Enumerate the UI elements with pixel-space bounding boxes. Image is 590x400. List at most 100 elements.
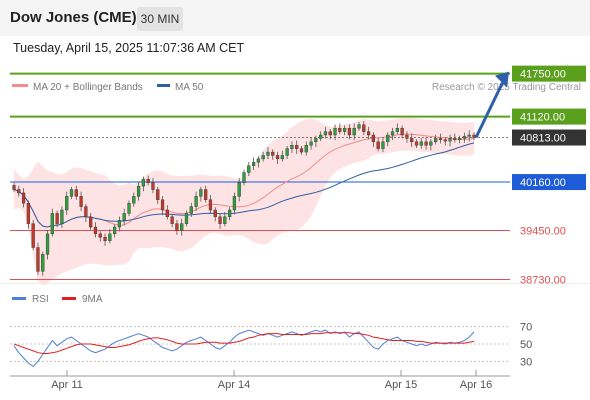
level-label: 40813.00: [520, 133, 566, 145]
instrument-title: Dow Jones (CME): [10, 9, 137, 26]
candle: [347, 127, 352, 136]
rsi-level-label: 70: [520, 322, 532, 334]
candle: [467, 134, 471, 137]
candle: [371, 134, 375, 143]
candle: [31, 223, 35, 248]
ma20-legend-label: MA 20 + Bollinger Bands: [33, 82, 143, 93]
candle: [314, 138, 318, 143]
candle: [213, 209, 217, 218]
candle: [41, 254, 45, 272]
level-label: 38730.00: [520, 275, 566, 287]
x-tick-label: Apr 14: [218, 379, 250, 391]
candle: [136, 185, 141, 197]
candle: [424, 141, 428, 146]
level-label: 39450.00: [520, 225, 566, 237]
candle: [36, 247, 40, 272]
level-label-box: [512, 174, 586, 191]
candle: [266, 151, 270, 156]
candle: [189, 206, 193, 214]
projection-arrow: [474, 76, 507, 139]
candle: [271, 151, 275, 156]
candle: [381, 141, 385, 149]
candle: [328, 131, 332, 136]
candle: [45, 233, 50, 255]
candle: [290, 145, 294, 149]
candle: [323, 131, 328, 136]
candle: [175, 223, 179, 231]
timeframe-button[interactable]: 30 MIN: [137, 7, 183, 31]
candle: [122, 213, 126, 221]
candle: [184, 213, 189, 224]
candle: [352, 127, 356, 136]
candle: [132, 196, 136, 204]
candle: [443, 139, 447, 142]
candle: [448, 138, 452, 142]
candle: [251, 162, 256, 166]
candle: [12, 185, 16, 190]
candle: [362, 124, 366, 132]
level-label: 41750.00: [520, 69, 566, 81]
candle: [357, 124, 361, 129]
candle: [160, 199, 165, 211]
rsi-legend-swatch: [12, 297, 26, 300]
candle: [156, 189, 160, 200]
candle: [395, 127, 399, 132]
candle: [414, 141, 419, 146]
candle: [108, 233, 112, 241]
candle: [366, 131, 371, 136]
candle: [453, 138, 457, 140]
candle: [151, 182, 155, 190]
candle: [180, 223, 184, 231]
candle: [117, 220, 122, 228]
candle: [256, 158, 260, 163]
candle: [21, 192, 26, 204]
rsi-level-label: 50: [520, 339, 532, 351]
level-label: 41120.00: [520, 112, 565, 124]
candle: [208, 199, 213, 211]
rsi-line: [13, 329, 475, 368]
candle: [462, 136, 467, 139]
candle: [275, 155, 280, 160]
x-tick-label: Apr 15: [385, 379, 417, 391]
candle: [50, 213, 54, 235]
candle: [194, 196, 198, 207]
candle: [141, 179, 145, 187]
candle: [98, 233, 102, 238]
candle: [79, 196, 83, 207]
x-tick-label: Apr 11: [51, 379, 83, 391]
candle: [127, 202, 131, 214]
candle: [400, 127, 404, 136]
ma9-legend-label: 9MA: [82, 294, 103, 305]
ma50-legend-label: MA 50: [175, 82, 204, 93]
level-label-box: [512, 65, 586, 82]
candle: [93, 226, 98, 235]
candle: [146, 179, 150, 183]
candle: [299, 148, 304, 153]
candle: [309, 141, 313, 146]
level-label-box: [512, 108, 586, 125]
candle: [26, 202, 30, 224]
candle: [295, 145, 299, 149]
candle: [218, 216, 222, 224]
candle: [204, 189, 208, 200]
candle: [170, 216, 174, 224]
candle: [386, 134, 390, 143]
rsi-ma9-line: [13, 332, 475, 354]
candle: [89, 216, 93, 228]
candle: [304, 145, 308, 153]
candle: [333, 127, 337, 136]
divider: [0, 283, 590, 284]
bollinger-band: [14, 117, 474, 286]
candle: [69, 189, 74, 197]
candle: [55, 213, 59, 224]
candle: [223, 216, 227, 224]
candle: [434, 138, 438, 143]
level-label: 40160.00: [520, 177, 566, 189]
candle: [84, 206, 88, 218]
candle: [280, 155, 284, 160]
candle: [232, 196, 237, 211]
level-label-box: [512, 129, 586, 146]
candle: [390, 131, 395, 136]
candle: [247, 165, 251, 173]
